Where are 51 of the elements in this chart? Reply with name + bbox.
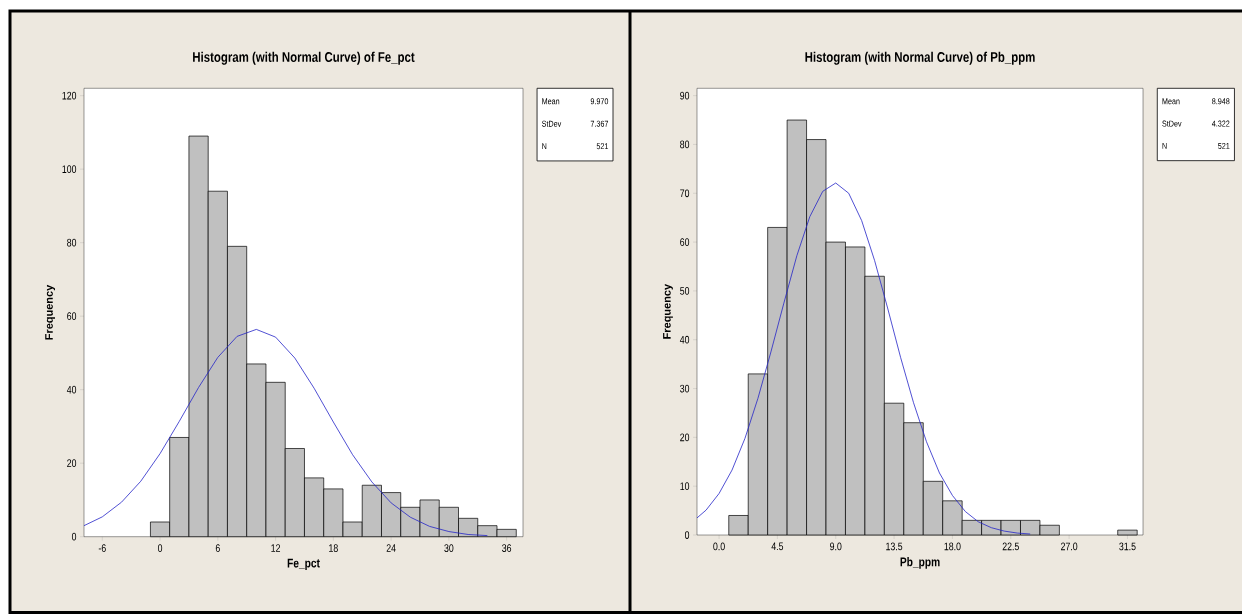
x-tick-label: 30 [444, 544, 454, 552]
text: StDev [541, 120, 562, 127]
y-tick-label: 20 [67, 459, 77, 468]
y-tick-label: 10 [680, 482, 690, 491]
x-tick-label: 27.0 [1061, 542, 1078, 551]
y-tick-label: 90 [680, 91, 690, 100]
y-tick-label: 60 [67, 312, 77, 321]
y-axis-title: Frequency [663, 284, 673, 339]
x-tick-label: 4.5 [771, 542, 784, 551]
text: 8.948 [1212, 98, 1230, 105]
text: N [1162, 143, 1167, 149]
y-tick-label: 0 [71, 532, 77, 541]
y-tick-label: 40 [66, 385, 77, 394]
text: N [542, 143, 547, 150]
text: 521 [596, 143, 609, 150]
x-tick-label: 18 [329, 544, 338, 552]
y-tick-label: 80 [680, 140, 690, 149]
x-tick-label: 13.5 [886, 542, 903, 551]
y-tick-label: 80 [67, 238, 77, 247]
y-tick-label: 120 [62, 91, 77, 100]
y-tick-label: 20 [680, 433, 690, 442]
text: 7.367 [590, 120, 609, 127]
x-tick-label: 12 [271, 544, 281, 552]
chart-title: Histogram (with Normal Curve) of Fe_pct [193, 51, 415, 65]
y-tick-label: 50 [680, 287, 690, 295]
x-tick-label: 0.0 [713, 542, 725, 551]
x-tick-label: 22.5 [1002, 542, 1019, 551]
x-tick-label: 9.0 [830, 542, 842, 551]
x-tick-label: 6 [215, 544, 220, 552]
x-axis-title: Pb_ppm [900, 557, 940, 569]
x-tick-label: 24 [386, 544, 396, 552]
y-tick-label: 40 [679, 335, 690, 344]
text: 9.970 [590, 98, 609, 105]
x-tick-label: 18.0 [944, 542, 961, 551]
y-tick-label: 30 [680, 384, 690, 393]
y-tick-label: 100 [62, 165, 77, 174]
x-axis-title: Fe_pct [287, 558, 320, 570]
y-tick-label: 0 [684, 531, 690, 539]
y-tick-label: 70 [680, 189, 690, 198]
x-tick-label: -6 [98, 544, 106, 552]
text: 521 [1218, 142, 1230, 149]
y-tick-label: 60 [680, 238, 690, 246]
y-axis-title: Frequency [45, 284, 55, 340]
text: Mean [542, 98, 560, 105]
x-tick-label: 36 [502, 544, 512, 552]
text: StDev [1162, 120, 1182, 127]
text: Mean [1162, 98, 1180, 105]
text: 4.322 [1211, 120, 1230, 127]
x-tick-label: 31.5 [1119, 542, 1136, 551]
x-tick-label: 0 [157, 544, 163, 552]
chart-title: Histogram (with Normal Curve) of Pb_ppm [805, 51, 1035, 65]
